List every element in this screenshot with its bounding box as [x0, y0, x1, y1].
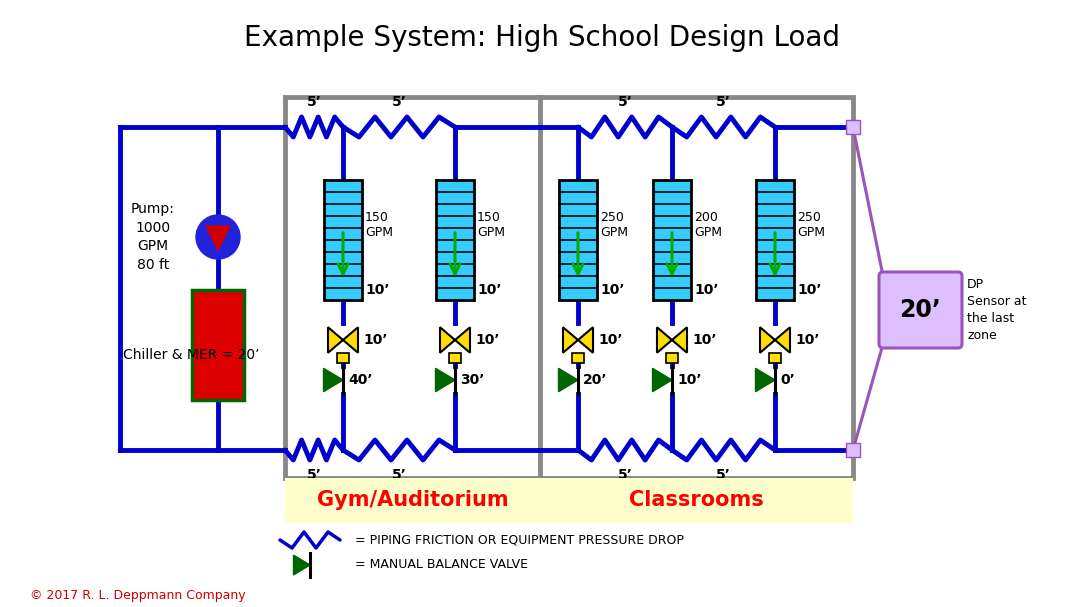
Polygon shape [441, 327, 455, 353]
Bar [653, 180, 691, 300]
Text: 200
GPM: 200 GPM [694, 211, 722, 239]
Text: 10’: 10’ [694, 283, 718, 297]
Text: Gym/Auditorium: Gym/Auditorium [317, 490, 508, 510]
Text: 30’: 30’ [460, 373, 484, 387]
Polygon shape [658, 327, 672, 353]
Text: © 2017 R. L. Deppmann Company: © 2017 R. L. Deppmann Company [30, 589, 245, 602]
Bar [285, 478, 540, 523]
Text: 5’: 5’ [617, 468, 633, 482]
Text: Example System: High School Design Load: Example System: High School Design Load [244, 24, 840, 52]
Bar [436, 180, 474, 300]
Bar [666, 353, 678, 362]
Text: 5’: 5’ [307, 95, 321, 109]
Polygon shape [559, 368, 578, 392]
Text: 5’: 5’ [392, 95, 407, 109]
Bar [756, 180, 794, 300]
Polygon shape [323, 368, 343, 392]
Polygon shape [672, 327, 687, 353]
Text: 5’: 5’ [307, 468, 321, 482]
Polygon shape [755, 368, 775, 392]
Text: 250
GPM: 250 GPM [600, 211, 628, 239]
Circle shape [196, 215, 240, 259]
Text: 0’: 0’ [780, 373, 794, 387]
Polygon shape [775, 327, 790, 353]
Polygon shape [760, 327, 775, 353]
Text: 10’: 10’ [363, 333, 387, 347]
Polygon shape [206, 226, 230, 251]
Polygon shape [294, 555, 310, 575]
Polygon shape [578, 327, 593, 353]
Text: 10’: 10’ [795, 333, 819, 347]
Bar [846, 443, 860, 457]
Text: 5’: 5’ [617, 95, 633, 109]
Bar [559, 180, 597, 300]
Text: Classrooms: Classrooms [629, 490, 764, 510]
Text: 10’: 10’ [692, 333, 716, 347]
Text: 20’: 20’ [583, 373, 608, 387]
Text: 10’: 10’ [477, 283, 501, 297]
Bar [540, 478, 853, 523]
FancyBboxPatch shape [879, 272, 962, 348]
Text: Chiller & MER = 20’: Chiller & MER = 20’ [123, 348, 259, 362]
Bar [769, 353, 781, 362]
Bar [846, 120, 860, 134]
Text: 20’: 20’ [899, 298, 941, 322]
Bar [572, 353, 584, 362]
Text: DP
Sensor at
the last
zone: DP Sensor at the last zone [967, 278, 1026, 342]
Text: 5’: 5’ [392, 468, 407, 482]
Text: 5’: 5’ [716, 95, 731, 109]
Text: 40’: 40’ [348, 373, 372, 387]
Text: 10’: 10’ [600, 283, 625, 297]
Text: 250
GPM: 250 GPM [797, 211, 825, 239]
Polygon shape [652, 368, 672, 392]
Text: Pump:
1000
GPM
80 ft: Pump: 1000 GPM 80 ft [131, 202, 175, 271]
Text: 10’: 10’ [475, 333, 499, 347]
Text: 10’: 10’ [677, 373, 702, 387]
Polygon shape [455, 327, 470, 353]
Text: 10’: 10’ [797, 283, 821, 297]
FancyBboxPatch shape [285, 97, 853, 478]
Text: 150
GPM: 150 GPM [477, 211, 505, 239]
Text: 10’: 10’ [598, 333, 623, 347]
Bar [337, 353, 349, 362]
Bar [449, 353, 461, 362]
Text: 5’: 5’ [716, 468, 731, 482]
Polygon shape [328, 327, 343, 353]
Text: = PIPING FRICTION OR EQUIPMENT PRESSURE DROP: = PIPING FRICTION OR EQUIPMENT PRESSURE … [355, 534, 684, 546]
Text: = MANUAL BALANCE VALVE: = MANUAL BALANCE VALVE [355, 558, 528, 572]
Text: 150
GPM: 150 GPM [365, 211, 393, 239]
Polygon shape [435, 368, 455, 392]
Bar [324, 180, 362, 300]
Polygon shape [563, 327, 578, 353]
Text: 10’: 10’ [365, 283, 390, 297]
Polygon shape [343, 327, 358, 353]
Bar [192, 290, 244, 400]
